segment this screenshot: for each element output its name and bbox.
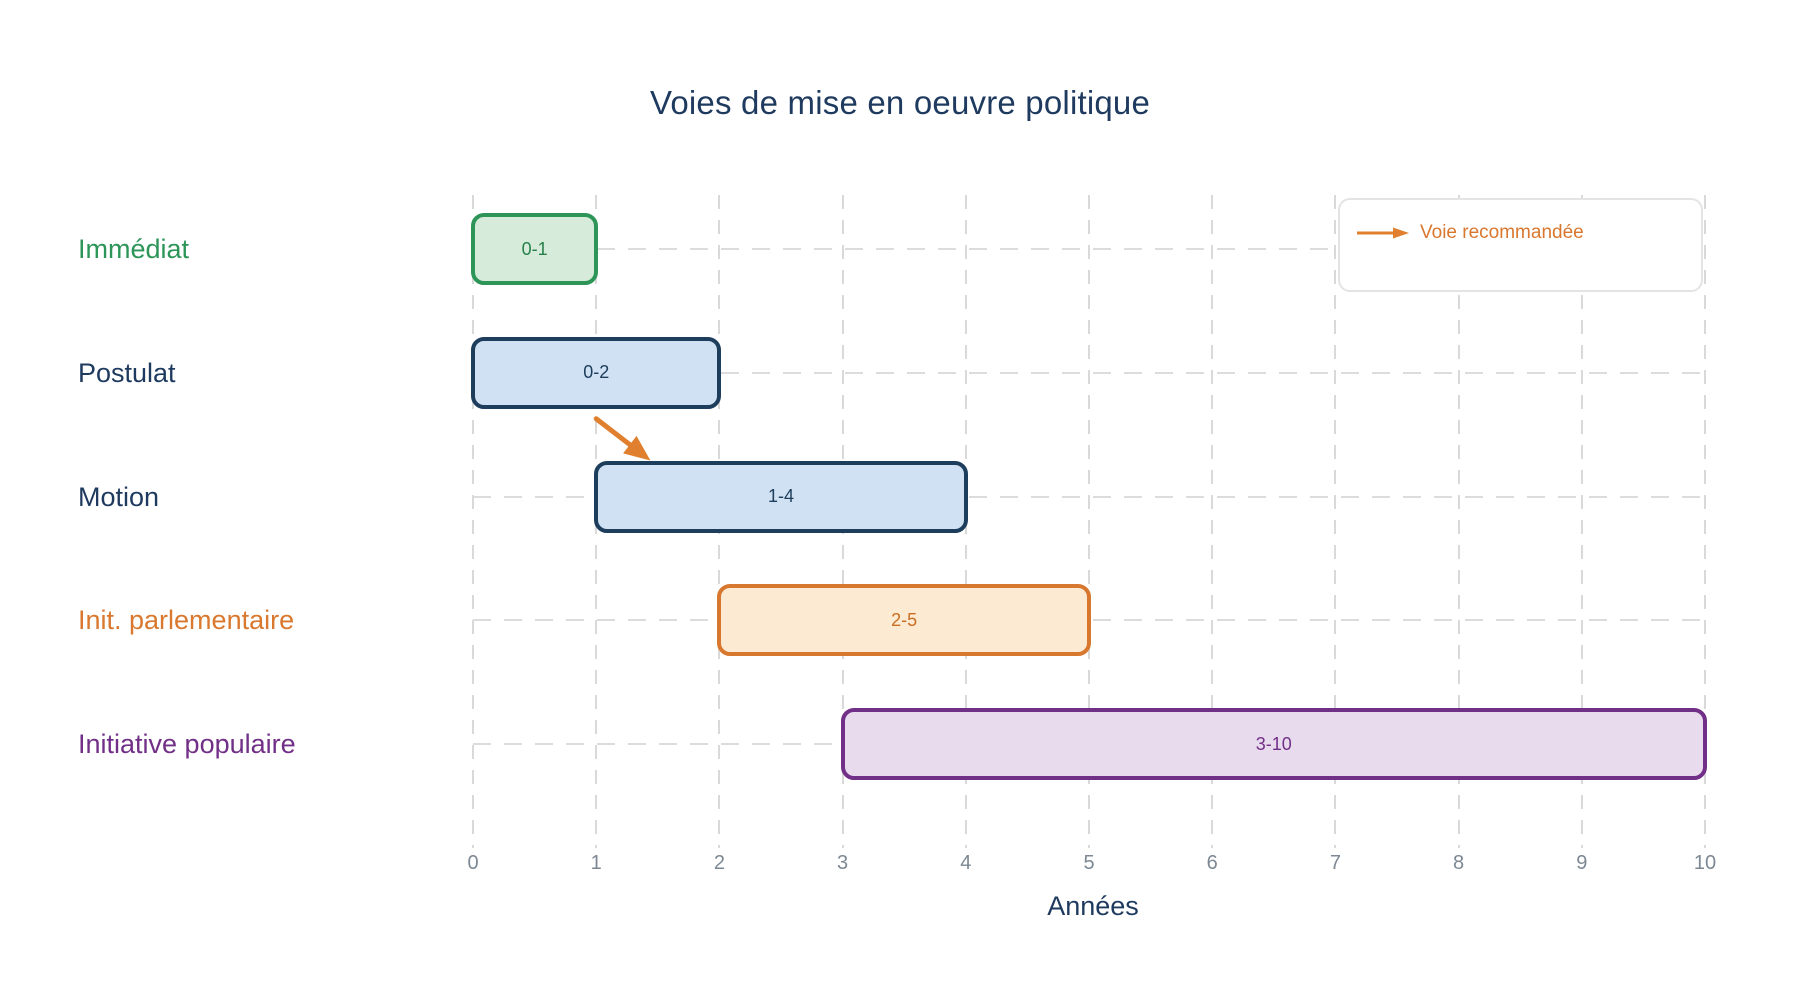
x-tick-label: 6 xyxy=(1206,852,1218,874)
x-tick-label: 5 xyxy=(1083,852,1095,874)
horizontal-gridline xyxy=(473,248,1705,250)
bar-range-label: 1-4 xyxy=(767,486,794,506)
bar-range-label: 0-2 xyxy=(583,362,610,383)
row-label-postulat: Postulat xyxy=(78,357,176,388)
row-label-initiative-populaire: Initiative populaire xyxy=(78,729,296,759)
vertical-gridline xyxy=(1457,195,1460,848)
vertical-gridline xyxy=(472,195,474,848)
vertical-gridline xyxy=(1704,195,1706,848)
vertical-gridline xyxy=(1580,195,1583,848)
legend-item-recommended-path[interactable]: Voie recommandée xyxy=(1354,222,1584,244)
x-tick-label: 1 xyxy=(590,852,602,874)
bar-init-parlementaire[interactable]: 2-5 xyxy=(717,584,1091,657)
legend-label: Voie recommandée xyxy=(1420,222,1584,243)
legend: Voie recommandée xyxy=(1338,198,1703,292)
bar-range-label: 2-5 xyxy=(891,609,918,630)
vertical-gridline xyxy=(1334,195,1337,848)
x-tick-label: 3 xyxy=(837,852,849,874)
x-tick-label: 8 xyxy=(1453,852,1465,874)
bar-range-label: 3-10 xyxy=(1255,733,1292,754)
x-tick-label: 2 xyxy=(713,852,725,874)
x-tick-label: 7 xyxy=(1329,852,1341,874)
x-tick-label: 4 xyxy=(960,852,972,874)
x-tick-label: 10 xyxy=(1693,852,1717,874)
bar-initiative-populaire[interactable]: 3-10 xyxy=(840,708,1707,780)
row-label-imm-diat: Immédiat xyxy=(78,234,190,264)
chart-title: Voies de mise en oeuvre politique xyxy=(649,84,1151,121)
x-tick-label: 9 xyxy=(1576,852,1588,874)
vertical-gridline xyxy=(1088,195,1090,848)
horizontal-gridline xyxy=(473,371,1705,374)
row-label-init-parlementaire: Init. parlementaire xyxy=(78,605,295,636)
row-label-motion: Motion xyxy=(78,481,160,512)
arrow-right-icon xyxy=(1357,227,1409,239)
x-axis-title: Années xyxy=(1047,891,1139,921)
bar-postulat[interactable]: 0-2 xyxy=(471,336,722,409)
bar-range-label: 0-1 xyxy=(521,238,548,259)
bar-imm-diat[interactable]: 0-1 xyxy=(471,213,599,285)
horizontal-gridline xyxy=(473,495,1705,498)
vertical-gridline xyxy=(1211,195,1214,848)
bar-motion[interactable]: 1-4 xyxy=(594,460,968,533)
x-tick-label: 0 xyxy=(467,852,479,874)
